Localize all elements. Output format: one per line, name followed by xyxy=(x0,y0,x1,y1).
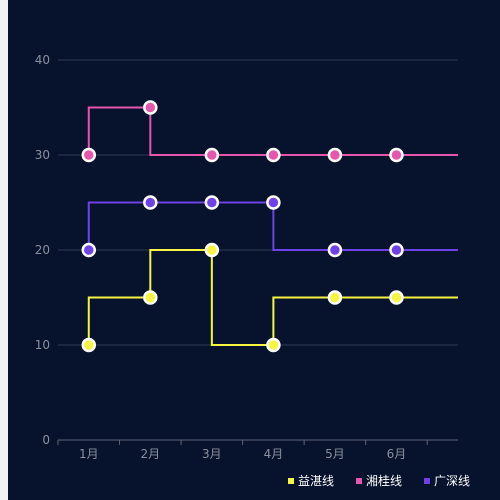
legend-label: 广深线 xyxy=(434,474,470,488)
data-point xyxy=(81,147,97,163)
data-point xyxy=(204,195,220,210)
y-tick-label: 20 xyxy=(35,243,50,257)
x-tick-label: 6月 xyxy=(387,447,407,461)
data-point xyxy=(143,195,158,210)
series-line xyxy=(87,249,458,346)
y-tick-label: 40 xyxy=(35,53,50,67)
y-tick-label: 0 xyxy=(42,433,50,447)
data-point xyxy=(327,147,343,163)
data-point xyxy=(204,242,220,258)
y-tick-label: 30 xyxy=(35,148,50,162)
legend-label: 益湛线 xyxy=(298,474,334,488)
legend-swatch xyxy=(424,478,430,484)
data-point xyxy=(266,147,281,163)
data-point xyxy=(327,242,343,258)
x-tick-label: 2月 xyxy=(140,447,160,461)
legend-swatch xyxy=(288,478,294,484)
data-point xyxy=(389,290,404,305)
chart-panel: 0 10 20 30 40 1月 2月 3月 4月 5月 6月益湛线 湘桂线 广深线 xyxy=(8,0,500,500)
data-point xyxy=(327,290,343,305)
x-tick-label: 3月 xyxy=(202,447,222,461)
y-tick-label: 10 xyxy=(35,338,50,352)
data-point xyxy=(204,147,220,163)
data-point xyxy=(389,147,404,163)
data-point xyxy=(81,337,97,353)
data-point xyxy=(389,242,404,258)
x-tick-label: 1月 xyxy=(79,447,99,461)
data-point xyxy=(266,337,281,353)
legend-label: 湘桂线 xyxy=(366,473,402,488)
data-point xyxy=(266,195,281,210)
data-point xyxy=(143,100,158,115)
legend-swatch xyxy=(356,478,362,484)
x-tick-label: 4月 xyxy=(264,447,284,461)
data-point xyxy=(143,290,158,305)
data-point xyxy=(81,242,97,258)
x-tick-label: 5月 xyxy=(325,447,345,461)
